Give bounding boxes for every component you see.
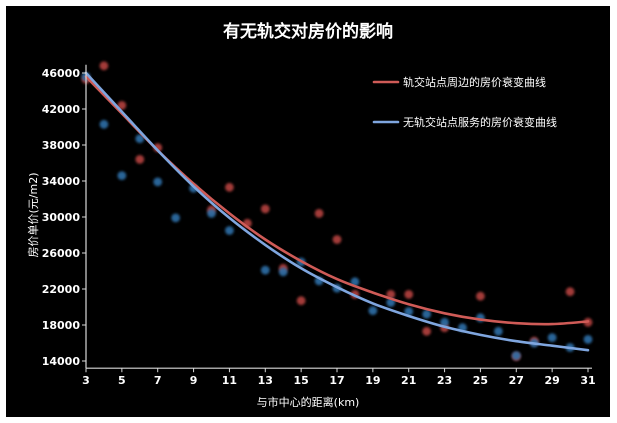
no-rail-scatter-point bbox=[547, 333, 557, 342]
rail-scatter-point bbox=[476, 291, 485, 301]
no-rail-scatter-point bbox=[583, 335, 593, 344]
rail-scatter-point bbox=[422, 326, 432, 336]
rail-scatter-point bbox=[314, 209, 324, 218]
y-tick-label: 14000 bbox=[42, 355, 81, 368]
no-rail-scatter-point bbox=[260, 265, 270, 275]
y-axis-ticks: 14000 18000 22000 26000 30000 34000 38000 42000… bbox=[42, 67, 86, 368]
x-tick-label: 21 bbox=[401, 374, 416, 387]
y-tick-label: 38000 bbox=[42, 139, 81, 152]
legend-label-rail: 轨交站点周边的房价衰变曲线 bbox=[403, 75, 546, 89]
legend-label-no-rail: 无轨交站点服务的房价衰变曲线 bbox=[403, 115, 557, 129]
y-tick-label: 26000 bbox=[42, 247, 81, 260]
rail-scatter-point bbox=[135, 155, 145, 164]
no-rail-scatter-point bbox=[207, 209, 216, 218]
y-tick-label: 30000 bbox=[42, 211, 81, 224]
x-tick-label: 13 bbox=[258, 374, 273, 387]
no-rail-scatter-point bbox=[493, 326, 503, 336]
y-tick-label: 46000 bbox=[42, 67, 81, 80]
x-tick-label: 9 bbox=[190, 374, 198, 387]
rail-scatter-point bbox=[404, 290, 414, 299]
x-tick-label: 29 bbox=[544, 374, 559, 387]
y-tick-label: 42000 bbox=[42, 103, 81, 116]
x-axis-ticks: 3 5 7 9 11 13 15 17 19 21 23 25 27 29 31 bbox=[82, 368, 596, 387]
no-rail-scatter-point bbox=[225, 226, 234, 235]
legend-item-no-rail: 无轨交站点服务的房价衰变曲线 bbox=[372, 115, 557, 129]
rail-scatter-point bbox=[225, 182, 234, 192]
y-tick-label: 34000 bbox=[42, 175, 81, 188]
rail-scatter-point bbox=[565, 287, 575, 297]
x-axis-label: 与市中心的距离(km) bbox=[257, 395, 360, 409]
x-tick-label: 5 bbox=[118, 374, 126, 387]
x-tick-label: 27 bbox=[509, 374, 524, 387]
no-rail-scatter-point bbox=[511, 351, 521, 360]
no-rail-scatter-point bbox=[422, 309, 432, 319]
no-rail-curve bbox=[84, 71, 590, 352]
no-rail-scatter-point bbox=[440, 317, 449, 327]
fitted-curves bbox=[84, 71, 590, 352]
x-tick-label: 11 bbox=[222, 374, 237, 387]
plot-area bbox=[81, 61, 593, 361]
rail-scatter-point bbox=[296, 296, 306, 306]
chart-background bbox=[6, 6, 610, 417]
x-tick-label: 31 bbox=[580, 374, 595, 387]
x-tick-label: 25 bbox=[473, 374, 488, 387]
x-tick-label: 23 bbox=[437, 374, 452, 387]
y-tick-label: 22000 bbox=[42, 283, 81, 296]
no-rail-scatter-point bbox=[99, 119, 109, 129]
no-rail-scatter-point bbox=[171, 213, 181, 223]
x-tick-label: 15 bbox=[293, 374, 308, 387]
x-tick-label: 17 bbox=[329, 374, 344, 387]
rail-scatter-point bbox=[99, 61, 109, 71]
rail-scatter-point bbox=[260, 204, 270, 214]
no-rail-scatter-point bbox=[135, 134, 145, 144]
no-rail-scatter-point bbox=[117, 171, 127, 181]
x-tick-label: 3 bbox=[82, 374, 90, 387]
chart-title: 有无轨交对房价的影响 bbox=[223, 21, 393, 42]
no-rail-scatter-point bbox=[278, 267, 288, 277]
no-rail-scatter-point bbox=[404, 307, 414, 316]
x-tick-label: 19 bbox=[365, 374, 380, 387]
no-rail-scatter-point bbox=[153, 177, 163, 187]
y-tick-label: 18000 bbox=[42, 319, 81, 332]
no-rail-scatter-point bbox=[368, 306, 378, 315]
rail-scatter-point bbox=[386, 290, 396, 299]
y-axis-label: 房价单价(元/m2) bbox=[27, 172, 40, 257]
legend: 轨交站点周边的房价衰变曲线 无轨交站点服务的房价衰变曲线 bbox=[372, 75, 557, 129]
legend-item-rail: 轨交站点周边的房价衰变曲线 bbox=[372, 75, 546, 89]
rail-scatter-point bbox=[332, 235, 342, 244]
x-tick-label: 7 bbox=[154, 374, 162, 387]
